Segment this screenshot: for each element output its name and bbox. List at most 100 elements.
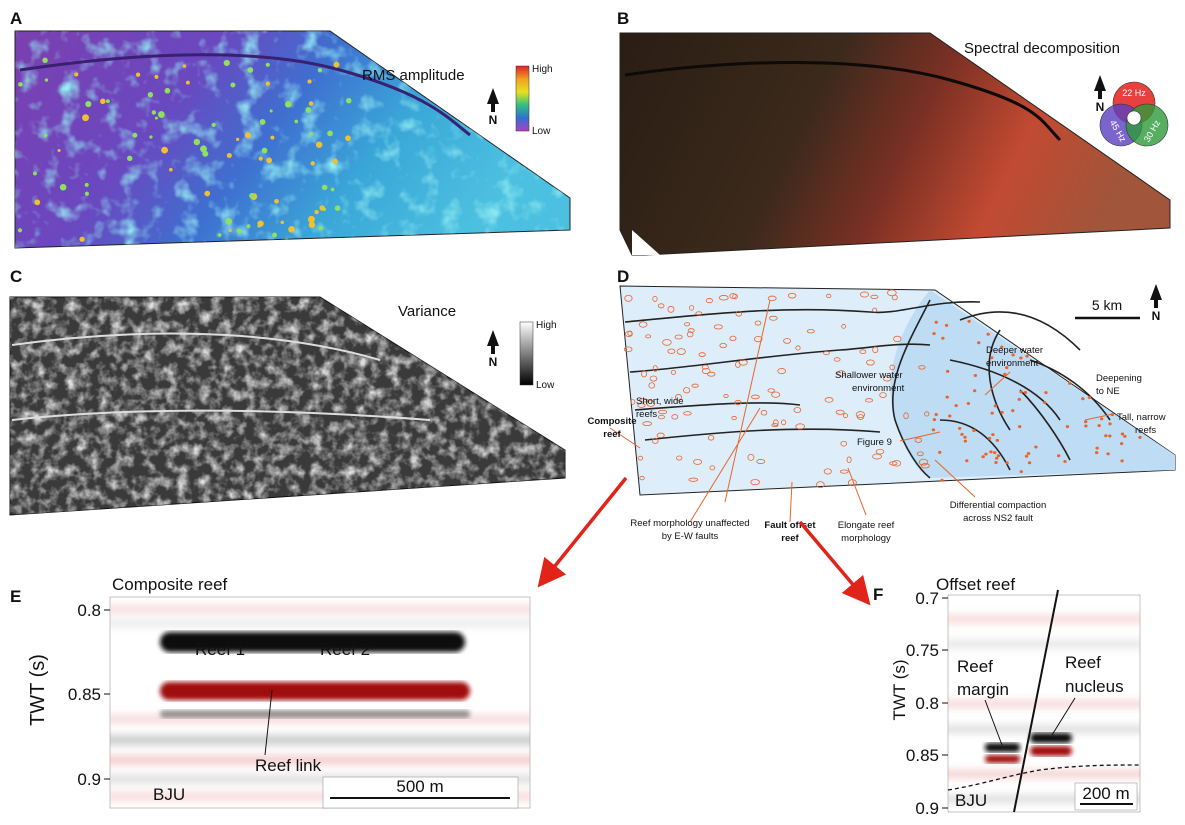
- reef-spot: [262, 148, 268, 154]
- reef-outline: [933, 418, 936, 420]
- north-arrow: N: [1150, 284, 1162, 323]
- scale-label: 5 km: [1092, 297, 1122, 313]
- legend-high: High: [536, 320, 557, 331]
- reef-outline: [967, 402, 970, 404]
- reef-outline: [1107, 453, 1110, 455]
- reef-spot: [333, 62, 339, 68]
- y-tick-label: 0.9: [77, 770, 101, 789]
- y-tick-label: 0.9: [915, 799, 939, 818]
- reef-spot: [58, 149, 61, 152]
- reef-spot: [245, 132, 251, 138]
- y-tick-label: 0.85: [906, 746, 939, 765]
- reef-spot: [169, 168, 173, 172]
- reef-outline: [1095, 452, 1098, 454]
- reef-outline: [1120, 443, 1123, 445]
- reef-outline: [1098, 425, 1101, 427]
- colorbar: [516, 66, 529, 131]
- reef-spot: [274, 199, 279, 204]
- y-tick-label: 0.85: [68, 685, 101, 704]
- annotation: margin: [957, 680, 1009, 699]
- reef-outline: [955, 405, 958, 407]
- reef-spot: [33, 172, 37, 176]
- reef-spot: [183, 64, 186, 67]
- reef-spot: [74, 72, 78, 76]
- panel-title: Spectral decomposition: [964, 40, 1120, 57]
- y-axis-label: TWT (s): [27, 654, 49, 726]
- annotation: BJU: [153, 785, 185, 804]
- reef-outline: [1028, 462, 1031, 464]
- scale-label: 200 m: [1082, 784, 1129, 803]
- annotation: reef: [781, 533, 799, 544]
- reef-spot: [327, 130, 333, 136]
- reef-spot: [257, 220, 263, 226]
- annotation: Reef morphology unaffected: [630, 518, 749, 529]
- annotation: Composite: [587, 416, 636, 427]
- reef-outline: [1001, 411, 1004, 413]
- reef-outline: [990, 451, 993, 453]
- reef-outline: [946, 396, 949, 398]
- reef-spot: [148, 92, 153, 97]
- panel-e: E Composite reef 0.80.850.9 TWT (s) Reef…: [10, 575, 540, 808]
- panel-label: A: [10, 9, 22, 28]
- annotation: Tall, narrow: [1117, 412, 1166, 423]
- reef-outline: [1043, 401, 1046, 403]
- reef-outline: [1084, 421, 1087, 423]
- reef-spot: [44, 133, 48, 137]
- annotation: Reef: [1065, 653, 1101, 672]
- reef-spot: [294, 120, 298, 124]
- figure: A RMS amplitude N High Low B Spectral de…: [0, 0, 1185, 820]
- reef-spot: [266, 82, 270, 86]
- reef-outline: [1066, 426, 1069, 428]
- reef-spot: [309, 101, 313, 105]
- reef-spot: [247, 224, 251, 228]
- north-arrow: N: [1094, 75, 1106, 114]
- reef-spot: [247, 67, 253, 73]
- reef-spot: [165, 88, 171, 94]
- reef-outline: [1006, 462, 1009, 464]
- panel-label: B: [617, 9, 629, 28]
- reef-outline: [1045, 391, 1048, 393]
- reef-outline: [948, 415, 951, 417]
- reef-spot: [272, 233, 277, 238]
- reef-outline: [995, 461, 998, 463]
- annotation: BJU: [955, 791, 987, 810]
- reef-outline: [1011, 410, 1014, 412]
- reef-spot: [136, 72, 140, 76]
- reef-spot: [236, 138, 239, 141]
- reef-outline: [935, 413, 938, 415]
- panel-title: Offset reef: [936, 575, 1015, 594]
- reef-outline: [1024, 391, 1027, 393]
- reef-spot: [331, 188, 335, 192]
- annotation: Reef 1: [195, 640, 245, 659]
- reef-spot: [305, 107, 311, 113]
- y-tick-label: 0.7: [915, 589, 939, 608]
- north-label: N: [1096, 100, 1105, 114]
- annotation: Deepening: [1096, 373, 1142, 384]
- reef-spot: [285, 238, 289, 242]
- reef-outline: [1068, 382, 1071, 384]
- scale-label: 500 m: [396, 777, 443, 796]
- reef-spot: [332, 159, 337, 164]
- reef-outline: [973, 390, 976, 392]
- annotation: morphology: [841, 533, 891, 544]
- reef-outline: [973, 429, 976, 431]
- reef-outline: [1096, 447, 1099, 449]
- annotation: Figure 9: [857, 437, 892, 448]
- reef-outline: [933, 333, 936, 335]
- reef-spot: [227, 153, 232, 158]
- legend-high: High: [532, 64, 553, 75]
- reef-outline: [1081, 398, 1084, 400]
- annotation: to NE: [1096, 386, 1120, 397]
- reef-outline: [946, 370, 949, 372]
- reef-spot: [346, 98, 352, 104]
- north-label: N: [1152, 309, 1161, 323]
- annotation: Short, wide: [636, 396, 684, 407]
- reef-spot: [281, 221, 284, 224]
- annotation: Reef link: [255, 756, 322, 775]
- reef-outline: [1105, 435, 1108, 437]
- y-tick-label: 0.8: [915, 694, 939, 713]
- reef-outline: [935, 321, 938, 323]
- reef-spot: [319, 205, 325, 211]
- annotation: nucleus: [1065, 677, 1124, 696]
- reef-outline: [985, 453, 988, 455]
